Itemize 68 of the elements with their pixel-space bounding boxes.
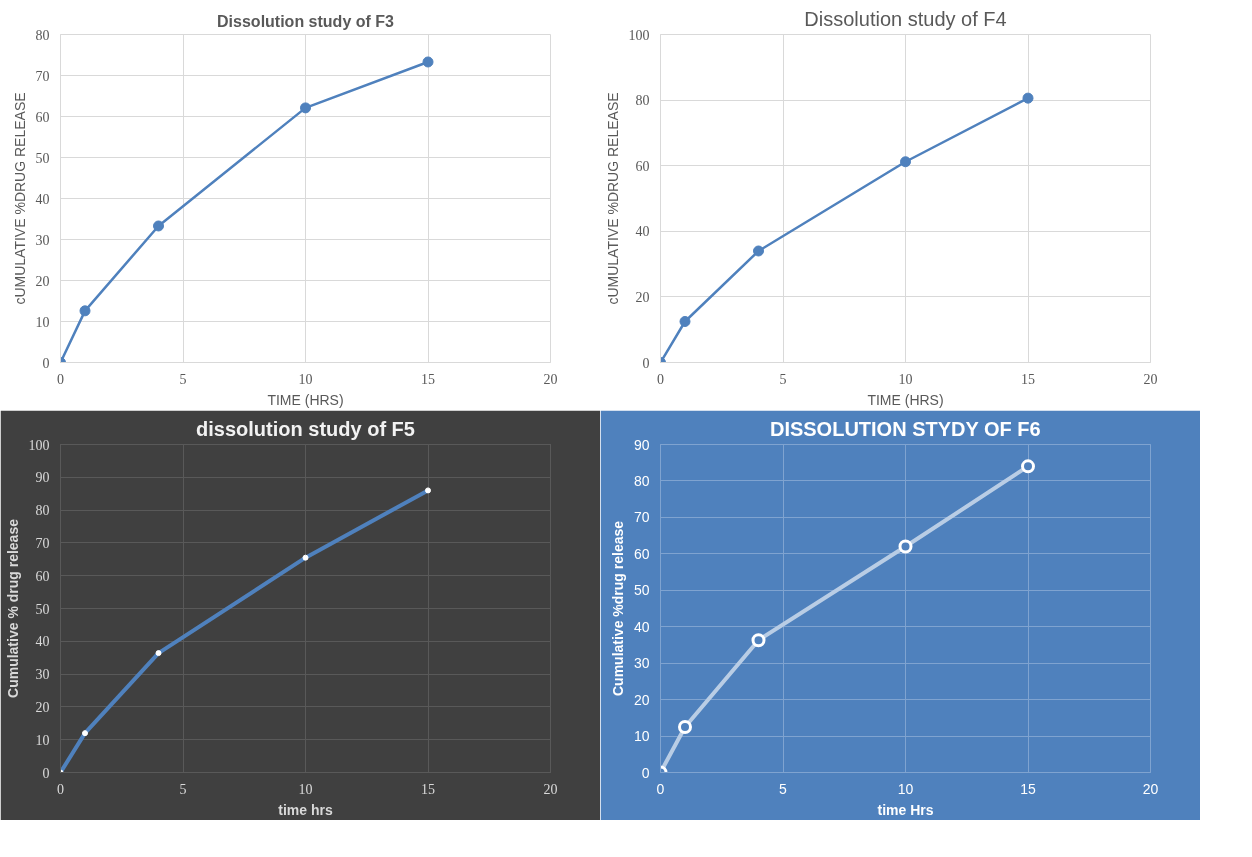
y-tick-label: 0 xyxy=(42,765,50,781)
x-tick-label: 5 xyxy=(179,781,187,797)
y-tick-label: 10 xyxy=(633,728,650,745)
y-tick-label: 70 xyxy=(35,535,50,551)
x-tick-label: 15 xyxy=(1020,780,1036,797)
y-tick-label: 40 xyxy=(635,224,650,240)
chart-title: Dissolution study of F3 xyxy=(217,12,395,30)
y-tick-label: 80 xyxy=(633,472,650,489)
chart-title: Dissolution study of F4 xyxy=(804,7,1007,30)
x-tick-label: 5 xyxy=(179,371,187,387)
x-tick-label: 0 xyxy=(656,780,665,797)
y-tick-label: 20 xyxy=(635,289,650,305)
x-tick-label: 5 xyxy=(779,371,787,387)
y-tick-label: 30 xyxy=(35,667,50,683)
y-tick-label: 90 xyxy=(633,436,650,453)
y-tick-label: 0 xyxy=(641,764,650,781)
y-tick-label: 60 xyxy=(35,109,50,125)
x-tick-label: 0 xyxy=(657,371,664,387)
y-axis-title: Cumulative % drug release xyxy=(4,518,21,698)
y-tick-label: 80 xyxy=(35,27,50,43)
x-tick-label: 20 xyxy=(543,781,558,797)
y-tick-label: 60 xyxy=(35,568,50,584)
x-tick-label: 15 xyxy=(421,371,435,387)
y-tick-label: 50 xyxy=(35,601,50,617)
y-tick-label: 20 xyxy=(35,273,50,289)
x-tick-label: 0 xyxy=(57,371,64,387)
y-axis-title: Cumulative %drug release xyxy=(609,520,626,697)
y-tick-label: 70 xyxy=(35,68,50,84)
x-tick-label: 20 xyxy=(543,371,558,387)
x-axis-title: time Hrs xyxy=(877,801,934,818)
chart-title: DISSOLUTION STYDY OF F6 xyxy=(769,417,1041,440)
y-tick-label: 0 xyxy=(42,355,50,371)
y-tick-label: 70 xyxy=(633,509,650,526)
y-tick-label: 50 xyxy=(633,582,650,599)
y-tick-label: 10 xyxy=(35,314,50,330)
y-tick-label: 40 xyxy=(633,618,650,635)
x-tick-label: 10 xyxy=(898,371,913,387)
chart-title: dissolution study of F5 xyxy=(196,417,415,440)
y-tick-label: 0 xyxy=(642,355,650,371)
x-tick-label: 15 xyxy=(421,781,435,797)
y-tick-label: 50 xyxy=(35,150,50,166)
y-tick-label: 80 xyxy=(635,93,650,109)
y-axis-title: cUMULATIVE %DRUG RELEASE xyxy=(11,92,28,305)
y-tick-label: 60 xyxy=(633,545,650,562)
y-tick-label: 40 xyxy=(35,634,50,650)
y-tick-label: 90 xyxy=(35,470,50,486)
x-axis-title: TIME (HRS) xyxy=(267,391,344,408)
x-tick-label: 10 xyxy=(897,780,914,797)
x-axis-title: time hrs xyxy=(278,801,333,818)
x-tick-label: 15 xyxy=(1021,371,1035,387)
y-tick-label: 100 xyxy=(28,437,50,453)
x-tick-label: 0 xyxy=(57,781,64,797)
x-tick-label: 20 xyxy=(1143,371,1158,387)
y-tick-label: 60 xyxy=(635,158,650,174)
y-axis-title: cUMULATIVE %DRUG RELEASE xyxy=(604,92,621,305)
y-tick-label: 30 xyxy=(35,232,50,248)
y-tick-label: 40 xyxy=(35,191,50,207)
y-tick-label: 20 xyxy=(35,699,50,715)
x-tick-label: 20 xyxy=(1142,780,1159,797)
y-tick-label: 20 xyxy=(633,691,650,708)
y-tick-label: 80 xyxy=(35,503,50,519)
y-tick-label: 100 xyxy=(628,27,650,43)
x-tick-label: 10 xyxy=(298,371,313,387)
x-tick-label: 10 xyxy=(298,781,313,797)
y-tick-label: 30 xyxy=(633,655,650,672)
x-axis-title: TIME (HRS) xyxy=(867,391,944,408)
x-tick-label: 5 xyxy=(779,780,788,797)
y-tick-label: 10 xyxy=(35,732,50,748)
